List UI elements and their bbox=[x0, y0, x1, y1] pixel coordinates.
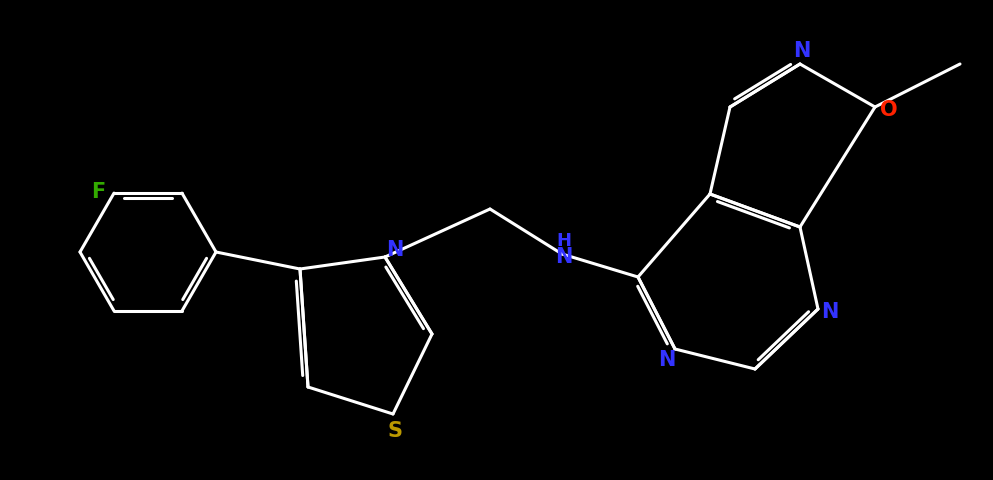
Text: N: N bbox=[821, 301, 839, 321]
Text: S: S bbox=[387, 420, 402, 440]
Text: N: N bbox=[793, 41, 810, 61]
Text: N: N bbox=[658, 349, 675, 369]
Text: O: O bbox=[880, 100, 898, 120]
Text: N: N bbox=[555, 247, 573, 266]
Text: N: N bbox=[386, 240, 404, 260]
Text: H: H bbox=[556, 231, 572, 250]
Text: F: F bbox=[91, 182, 105, 202]
